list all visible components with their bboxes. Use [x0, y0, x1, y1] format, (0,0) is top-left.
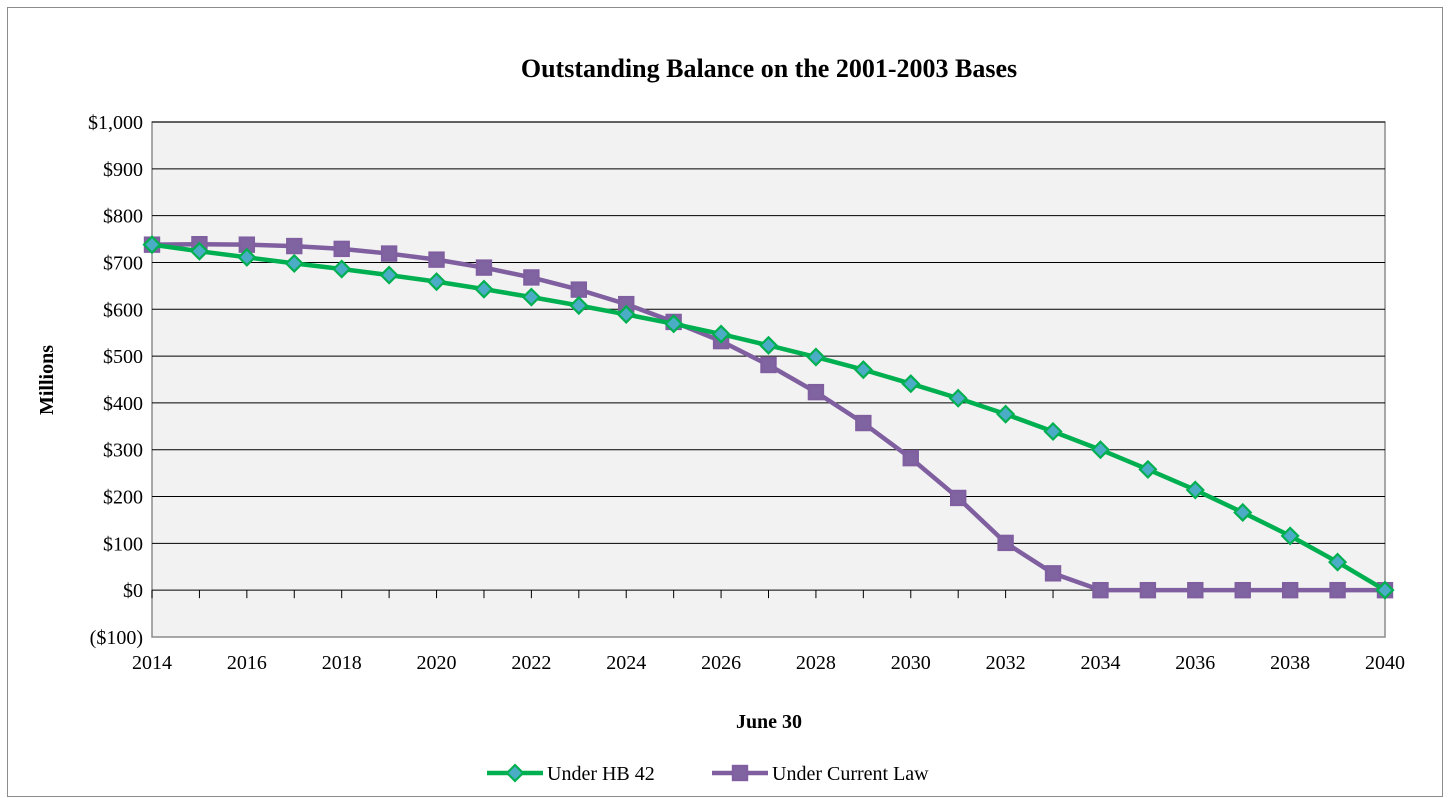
series-current-law-marker — [475, 259, 493, 276]
chart-title: Outstanding Balance on the 2001-2003 Bas… — [521, 54, 1017, 83]
series-current-law-marker — [760, 356, 777, 374]
x-tick-label: 2026 — [701, 652, 741, 674]
series-current-law-marker — [286, 237, 303, 255]
series-hb42-marker — [284, 253, 304, 273]
y-tick-label: $900 — [103, 159, 143, 181]
x-tick-label: 2020 — [417, 652, 457, 674]
series-current-law-marker — [1234, 581, 1251, 599]
series-hb42-marker — [332, 259, 352, 279]
y-axis-label: Millions — [36, 345, 58, 415]
legend-item-hb42-marker — [505, 763, 525, 783]
series-current-law-marker — [1329, 581, 1346, 599]
x-tick-label: 2022 — [511, 652, 551, 674]
legend-item-hb42-label: Under HB 42 — [547, 763, 655, 785]
series-hb42-marker — [379, 265, 399, 285]
legend-item-hb42: Under HB 42 — [487, 763, 655, 785]
series-hb42-marker — [1138, 459, 1158, 479]
series-hb42-marker — [664, 314, 684, 334]
series-current-law-marker — [1281, 581, 1299, 599]
y-tick-label: $1,000 — [88, 112, 143, 134]
series-hb42-marker — [948, 388, 968, 408]
series-hb42-marker — [426, 272, 447, 292]
y-tick-label: $300 — [103, 440, 143, 462]
series-hb42-marker — [189, 241, 209, 261]
series-hb42-marker — [1280, 526, 1300, 546]
y-tick-label: $500 — [103, 346, 143, 368]
series-hb42-marker — [758, 335, 779, 355]
series-current-law-marker — [428, 251, 445, 268]
series-current-law-marker — [949, 489, 967, 507]
series-hb42-marker — [806, 347, 826, 367]
series-current-law-marker — [1187, 581, 1204, 599]
series-hb42-marker — [901, 374, 921, 394]
y-tick-label: $100 — [103, 533, 143, 555]
x-tick-label: 2024 — [606, 652, 646, 674]
y-tick-label: $600 — [103, 299, 143, 321]
series-current-law-marker — [1092, 581, 1109, 599]
x-tick-label: 2032 — [986, 652, 1026, 674]
legend-item-current-law: Under Current Law — [712, 763, 929, 785]
series-hb42-marker — [474, 279, 494, 299]
series-layer — [142, 235, 1395, 600]
x-tick-label: 2030 — [891, 652, 931, 674]
series-hb42-marker — [142, 235, 162, 255]
x-tick-label: 2034 — [1080, 652, 1120, 674]
legend: Under HB 42 Under Current Law — [487, 763, 929, 785]
series-hb42-marker — [1090, 440, 1111, 460]
x-tick-label: 2038 — [1270, 652, 1310, 674]
legend-item-current-law-label: Under Current Law — [772, 763, 929, 785]
series-current-law-marker — [570, 281, 588, 298]
x-tick-label: 2016 — [227, 652, 267, 674]
series-hb42-marker — [996, 404, 1016, 424]
series-hb42-marker — [711, 324, 731, 344]
y-tick-label: ($100) — [90, 627, 143, 649]
plot-area — [151, 121, 1386, 638]
x-tick-label: 2018 — [322, 652, 362, 674]
series-hb42-marker — [1233, 502, 1253, 523]
series-hb42-marker — [521, 287, 541, 307]
series-current-law-marker — [1139, 581, 1157, 599]
series-current-law-marker — [807, 383, 825, 401]
series-current-law-marker — [523, 269, 540, 286]
series-hb42-marker — [1185, 480, 1205, 500]
y-tick-label: $0 — [123, 580, 143, 602]
x-tick-label: 2028 — [796, 652, 836, 674]
series-hb42-marker — [569, 295, 589, 316]
series-current-law-marker — [333, 240, 350, 258]
x-tick-label: 2014 — [132, 652, 172, 674]
series-current-law-marker — [855, 414, 872, 432]
y-tick-label: $200 — [103, 487, 143, 509]
x-axis-tick-labels: 2014 2016 2018 2020 2022 2024 2026 2028 2030 2032… — [132, 652, 1405, 674]
series-hb42 — [142, 235, 1395, 600]
y-axis-tick-labels: ($100) $0 $100 $200 $300 $400 $500 $600 $700 $800… — [88, 112, 143, 649]
series-current-law-marker — [380, 245, 398, 262]
x-tick-label: 2036 — [1175, 652, 1215, 674]
series-hb42-marker — [1043, 421, 1063, 442]
series-current-law-marker — [902, 449, 919, 467]
series-current-law-marker — [997, 534, 1014, 552]
legend-item-current-law-marker — [731, 764, 749, 782]
series-hb42-marker — [853, 360, 873, 380]
y-tick-label: $400 — [103, 393, 143, 415]
y-tick-label: $700 — [103, 252, 143, 274]
y-tick-label: $800 — [103, 206, 143, 228]
series-hb42-marker — [616, 304, 636, 324]
series-current-law-marker — [1044, 565, 1062, 582]
x-tick-label: 2040 — [1365, 652, 1405, 674]
x-axis-label: June 30 — [736, 711, 802, 733]
series-hb42-marker — [1328, 552, 1348, 572]
series-hb42-marker — [237, 247, 257, 267]
series-hb42-marker — [1375, 580, 1395, 600]
